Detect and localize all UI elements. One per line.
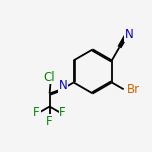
- Text: F: F: [46, 115, 53, 128]
- Text: N: N: [125, 28, 134, 41]
- Text: F: F: [59, 106, 66, 119]
- Text: Cl: Cl: [43, 71, 55, 84]
- Text: Br: Br: [126, 83, 140, 96]
- Text: F: F: [33, 106, 40, 119]
- Text: N: N: [59, 79, 68, 92]
